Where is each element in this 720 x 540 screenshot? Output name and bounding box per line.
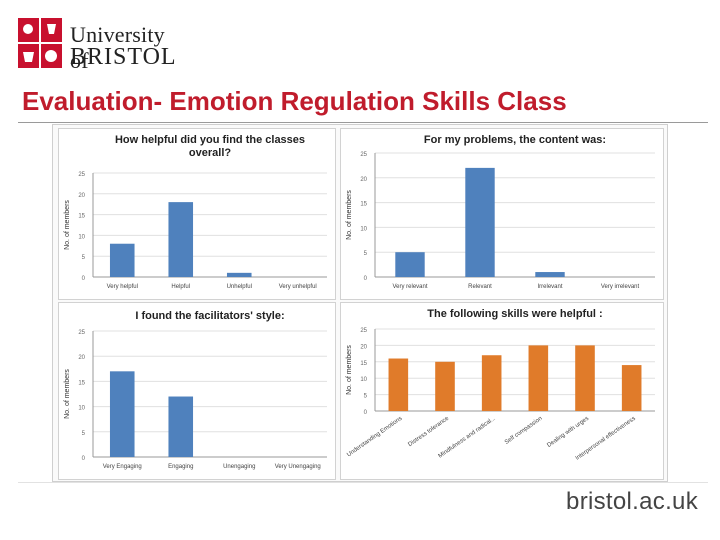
y-tick-label: 0 (364, 410, 368, 416)
bar-irrelevant (535, 272, 565, 277)
bar-engaging (168, 396, 194, 457)
x-tick-label: Very helpful (107, 284, 138, 290)
x-tick-label: Dealing with urges (546, 416, 590, 449)
page-title: Evaluation- Emotion Regulation Skills Cl… (22, 86, 567, 116)
chart-title: How helpful did you find the classes over… (115, 134, 305, 159)
x-tick-label: Distress tolerance (407, 415, 450, 448)
chart-title: For my problems, the content was: (424, 134, 606, 146)
y-tick-label: 0 (82, 456, 86, 462)
y-tick-label: 25 (78, 330, 85, 336)
bar-distress-tolerance (435, 361, 455, 411)
bar-very-relevant (395, 252, 425, 277)
y-tick-label: 20 (78, 355, 85, 361)
bar-self-compassion (528, 345, 549, 411)
chart-title: I found the facilitators' style: (135, 310, 284, 322)
x-tick-label: Unengaging (223, 464, 255, 470)
x-tick-label: Unhelpful (227, 284, 252, 290)
y-tick-label: 20 (360, 177, 367, 183)
bar-mindfulness-and-radical (481, 355, 502, 411)
chart-svg: The following skills were helpful : 0 5 10 1… (346, 308, 655, 462)
y-tick-label: 10 (78, 234, 85, 240)
y-tick-label: 10 (360, 377, 367, 383)
y-tick-label: 20 (78, 193, 85, 199)
x-tick-label: Self compassion (504, 416, 544, 446)
y-tick-label: 0 (364, 276, 368, 282)
y-tick-label: 15 (78, 380, 85, 386)
y-tick-label: 25 (78, 172, 85, 178)
bar-interpersonal-effectiveness (621, 365, 642, 411)
chart-panel-facilitators: I found the facilitators' style: 0 5 10 15 20… (58, 302, 336, 480)
x-tick-label: Understanding Emotions (346, 416, 403, 459)
y-tick-label: 5 (364, 251, 368, 257)
title-divider (18, 122, 708, 123)
y-tick-label: 25 (360, 328, 367, 334)
chart-title: The following skills were helpful : (427, 308, 602, 320)
y-tick-label: 0 (82, 276, 86, 282)
x-tick-label: Very irrelevant (601, 284, 640, 290)
y-tick-label: 25 (360, 152, 367, 158)
footer-divider (18, 482, 708, 483)
y-tick-label: 10 (360, 226, 367, 232)
x-tick-label: Very Engaging (103, 464, 142, 470)
bar-very-engaging (109, 371, 135, 457)
x-tick-label: Helpful (171, 284, 190, 290)
bar-understanding-emotions (388, 358, 409, 411)
y-tick-label: 5 (82, 431, 86, 437)
y-axis-label: No. of members (64, 369, 71, 419)
y-tick-label: 10 (78, 406, 85, 412)
x-tick-label: Very relevant (392, 284, 427, 290)
chart-panel-helpfulness: How helpful did you find the classes over… (58, 128, 336, 300)
bar-relevant (465, 167, 495, 277)
y-axis-label: No. of members (346, 190, 353, 240)
y-tick-label: 5 (364, 394, 368, 400)
y-tick-label: 15 (78, 214, 85, 220)
logo-text-line2: BRISTOL (70, 44, 177, 70)
y-axis-label: No. of members (64, 200, 71, 250)
y-tick-label: 15 (360, 202, 367, 208)
university-logo: University of BRISTOL (18, 18, 178, 73)
bar-unhelpful (226, 272, 252, 277)
footer-url: bristol.ac.uk (566, 488, 698, 515)
y-tick-label: 20 (360, 344, 367, 350)
x-tick-label: Irrelevant (537, 284, 562, 290)
bristol-crest-icon (18, 18, 62, 68)
chart-panel-relevance: For my problems, the content was: 0 5 10 15 2… (340, 128, 664, 300)
chart-panel-skills: The following skills were helpful : 0 5 10 1… (340, 302, 664, 480)
x-tick-label: Very Unengaging (275, 464, 321, 470)
x-tick-label: Relevant (468, 284, 492, 290)
bar-dealing-with-urges (575, 345, 595, 411)
bar-very-helpful (109, 243, 135, 277)
y-tick-label: 15 (360, 361, 367, 367)
logo-text-line1: University of (70, 22, 165, 73)
chart-svg: How helpful did you find the classes over… (64, 134, 327, 290)
y-tick-label: 5 (82, 255, 86, 261)
y-axis-label: No. of members (346, 345, 353, 395)
bar-helpful (168, 202, 194, 277)
x-tick-label: Very unhelpful (279, 284, 317, 290)
chart-svg: I found the facilitators' style: 0 5 10 15 20… (64, 310, 327, 470)
x-tick-label: Engaging (168, 464, 193, 470)
chart-svg: For my problems, the content was: 0 5 10 15 2… (346, 134, 655, 290)
